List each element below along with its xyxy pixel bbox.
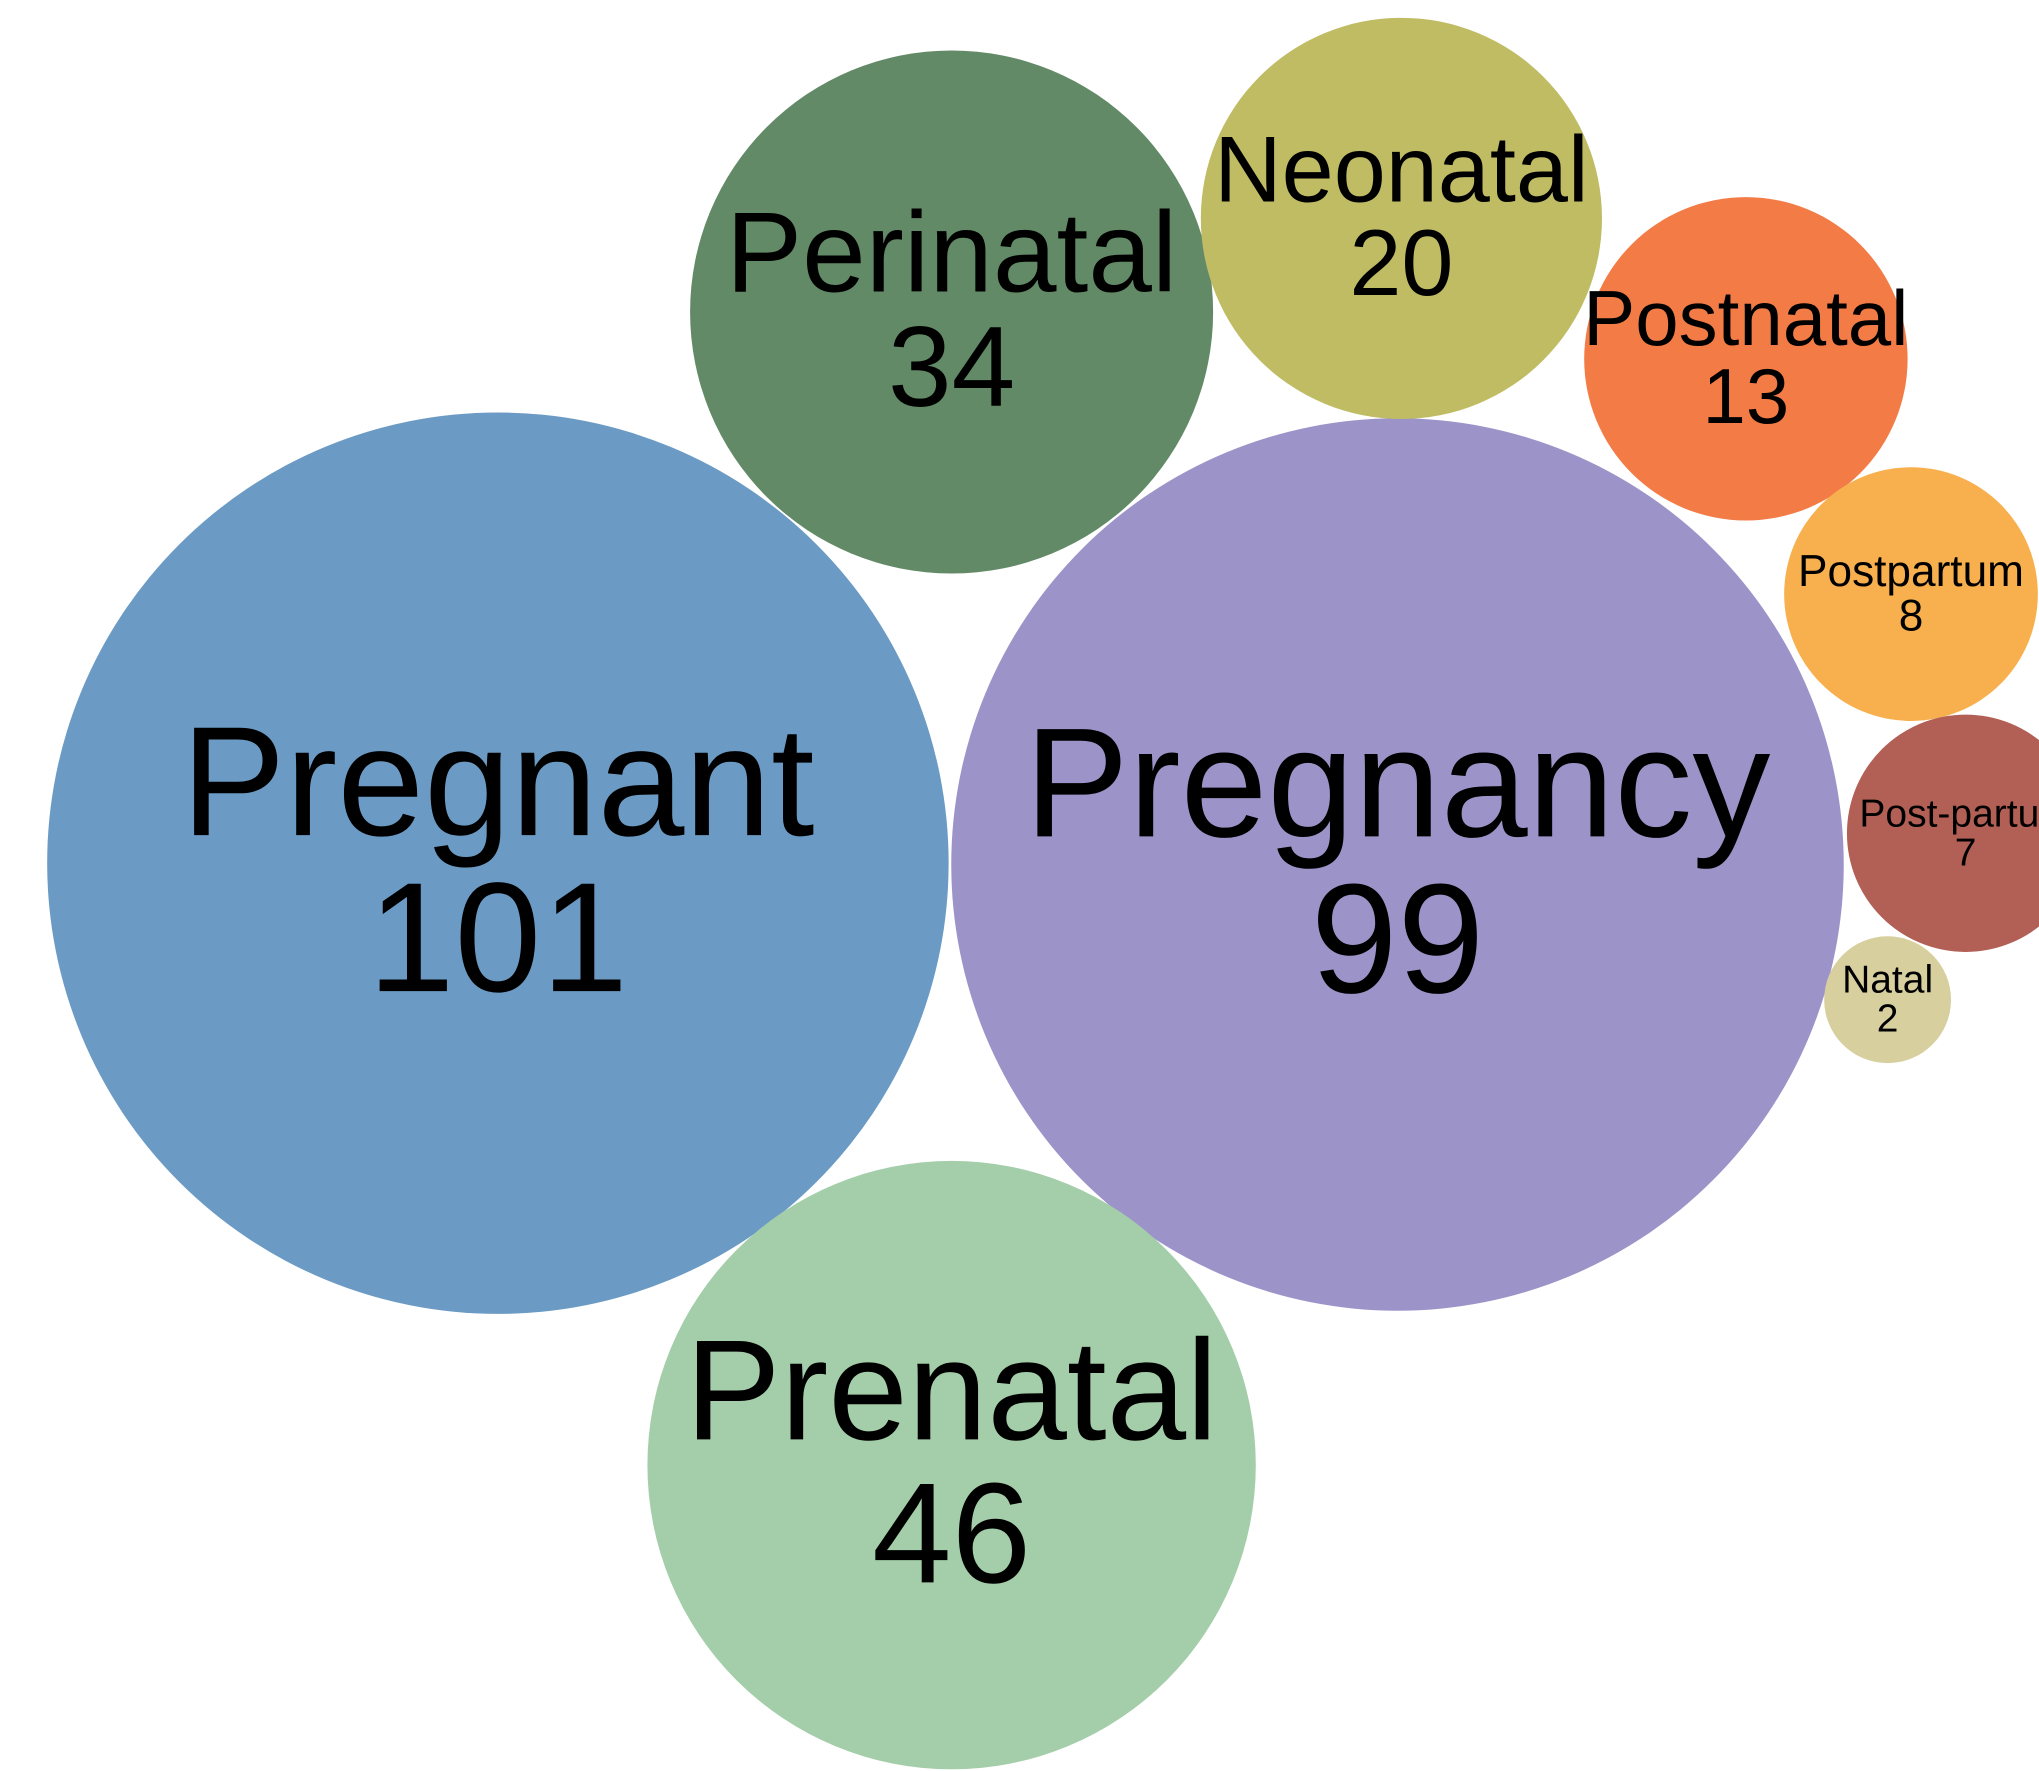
bubble-value: 2 <box>1877 998 1899 1041</box>
bubble-label: Pregnancy <box>1025 696 1771 870</box>
bubble <box>1824 936 1952 1064</box>
bubble <box>1784 467 2038 721</box>
bubble-label: Natal <box>1842 959 1933 1002</box>
bubble <box>1200 17 1602 419</box>
bubble-value: 20 <box>1349 210 1453 315</box>
bubble-value: 8 <box>1899 591 1924 640</box>
bubble-label: Prenatal <box>685 1311 1218 1470</box>
bubble-label: Neonatal <box>1214 117 1589 222</box>
bubble <box>647 1160 1256 1770</box>
bubble <box>1846 714 2039 952</box>
bubble-label: Postpartum <box>1798 547 2024 596</box>
bubble <box>690 50 1214 574</box>
bubble <box>1584 197 1908 521</box>
bubble-value: 7 <box>1955 831 1977 874</box>
bubble-value: 13 <box>1703 352 1790 440</box>
bubble-value: 99 <box>1311 852 1485 1026</box>
bubble-value: 46 <box>872 1454 1031 1613</box>
bubble-label: Pregnant <box>181 695 814 869</box>
bubble-label: Postnatal <box>1583 274 1908 362</box>
bubble <box>951 418 1844 1311</box>
bubble <box>47 412 949 1314</box>
bubble-value: 101 <box>368 851 628 1025</box>
bubble-label: Post-partum <box>1859 792 2039 835</box>
bubble-value: 34 <box>888 303 1015 431</box>
bubble-label: Perinatal <box>726 188 1177 316</box>
